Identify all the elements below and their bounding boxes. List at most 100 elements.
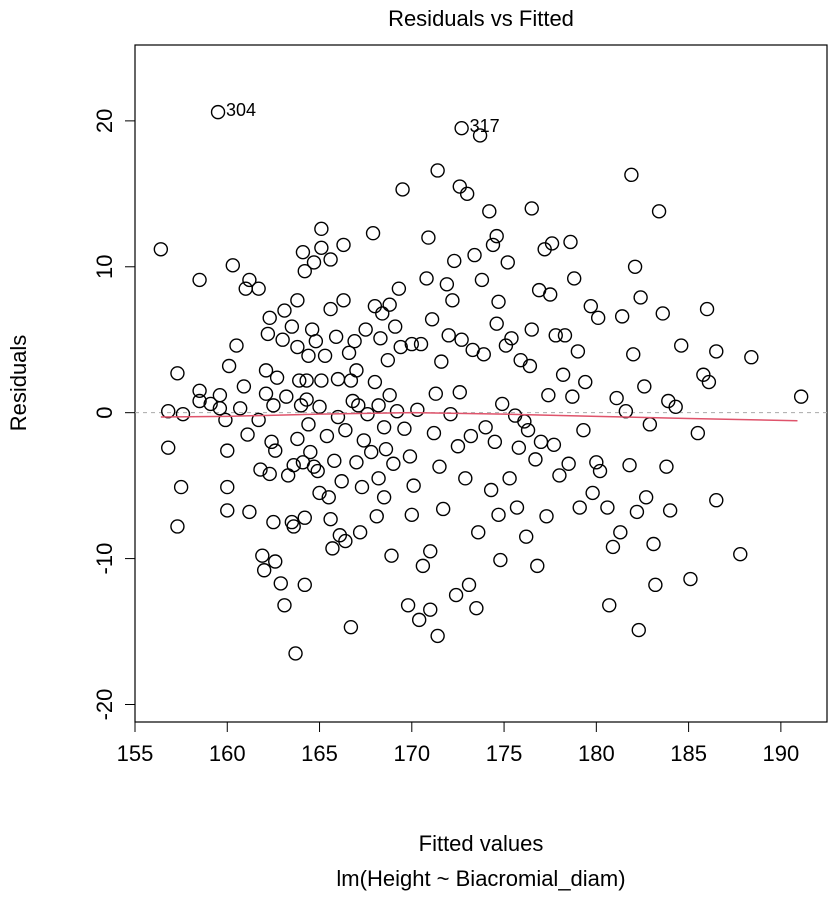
point [373, 331, 388, 346]
point [297, 577, 312, 593]
point [609, 390, 624, 406]
point [153, 242, 169, 257]
point [273, 576, 288, 591]
point [229, 338, 244, 353]
point [280, 468, 296, 483]
point [343, 373, 359, 388]
point [341, 345, 357, 361]
point [434, 354, 449, 369]
point [533, 434, 549, 450]
point [459, 186, 475, 202]
x-tick-label: 175 [486, 741, 523, 766]
point [334, 474, 349, 489]
point [279, 389, 294, 404]
point [487, 434, 503, 450]
point [336, 293, 351, 308]
point [629, 504, 645, 520]
point [566, 271, 582, 286]
point [262, 466, 277, 482]
point [220, 479, 235, 495]
point [423, 602, 438, 617]
point [624, 167, 639, 183]
point [483, 482, 499, 498]
point [509, 500, 525, 515]
point [458, 471, 473, 486]
point [301, 348, 316, 363]
point [637, 379, 652, 394]
point [463, 428, 479, 444]
x-tick-label: 155 [117, 741, 154, 766]
point [552, 468, 567, 483]
smooth-line [160, 411, 798, 422]
point [256, 563, 272, 578]
point [690, 425, 706, 441]
point [404, 507, 419, 523]
point [421, 230, 436, 245]
point [319, 428, 335, 444]
point [220, 443, 235, 458]
point [395, 182, 410, 197]
point [546, 437, 562, 452]
point [424, 312, 440, 327]
point [238, 281, 253, 296]
point [352, 525, 368, 540]
point [498, 338, 514, 353]
point [161, 440, 176, 455]
point [268, 443, 283, 458]
point [415, 558, 431, 574]
point [522, 358, 538, 374]
point [600, 500, 615, 515]
point [576, 422, 591, 438]
point [489, 316, 504, 331]
point [382, 297, 397, 312]
point [426, 425, 442, 441]
point [430, 163, 445, 178]
point [290, 339, 305, 355]
point [622, 458, 637, 473]
point [674, 338, 689, 353]
point [354, 479, 370, 495]
point [565, 389, 580, 404]
x-tick-label: 165 [301, 741, 338, 766]
y-tick-label: 0 [92, 407, 117, 419]
point [393, 339, 408, 355]
point [402, 449, 418, 464]
point [513, 352, 528, 368]
point [349, 363, 364, 378]
point [314, 373, 329, 388]
point [400, 598, 416, 613]
point [389, 404, 405, 419]
point [555, 367, 571, 382]
point [445, 293, 460, 308]
point [439, 277, 455, 292]
point [266, 514, 281, 530]
point [253, 462, 268, 477]
point [321, 490, 336, 505]
point [478, 420, 493, 435]
point [454, 120, 469, 136]
point [491, 294, 506, 309]
point [218, 412, 233, 428]
point [585, 485, 600, 501]
point [411, 612, 427, 628]
point [544, 236, 560, 251]
point [175, 406, 191, 422]
point [264, 434, 279, 450]
point [744, 350, 759, 365]
point [472, 128, 488, 143]
point [269, 370, 285, 385]
point [668, 399, 683, 415]
x-tick-label: 185 [670, 741, 707, 766]
subtitle: lm(Height ~ Biacromial_diam) [336, 866, 625, 891]
point [364, 444, 379, 460]
point [351, 398, 366, 413]
point [255, 548, 270, 563]
point [376, 490, 392, 505]
point [367, 298, 383, 314]
point [524, 201, 539, 216]
point [631, 622, 646, 638]
point [338, 533, 353, 549]
point [474, 272, 490, 288]
point [655, 306, 670, 321]
point [443, 406, 458, 422]
